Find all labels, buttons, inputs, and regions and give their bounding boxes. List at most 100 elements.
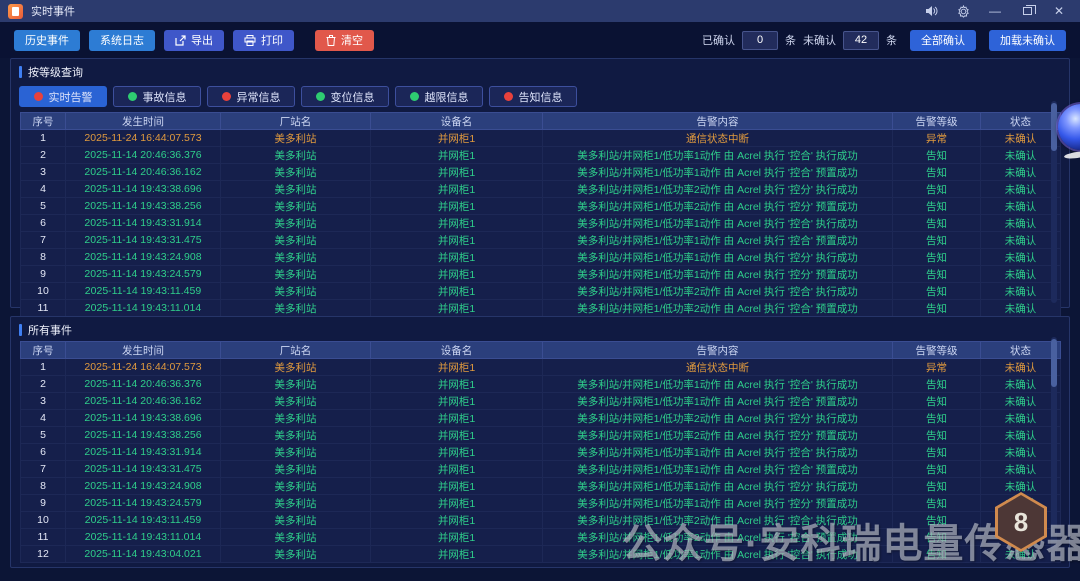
table-row[interactable]: 6 2025-11-14 19:43:31.914 美多利站 并网柜1 美多利站/并网柜… <box>20 214 1061 232</box>
table-row[interactable]: 9 2025-11-14 19:43:24.579 美多利站 并网柜1 美多利站/并网柜… <box>20 494 1061 512</box>
cell-content: 美多利站/并网柜1/低功率2动作 由 Acrel 执行 '控分' 预置成功 <box>542 197 893 215</box>
table-row[interactable]: 7 2025-11-14 19:43:31.475 美多利站 并网柜1 美多利站/并网柜… <box>20 460 1061 478</box>
table-row[interactable]: 6 2025-11-14 19:43:31.914 美多利站 并网柜1 美多利站/并网柜… <box>20 443 1061 461</box>
table-row[interactable]: 5 2025-11-14 19:43:38.256 美多利站 并网柜1 美多利站/并网柜… <box>20 197 1061 215</box>
table-row[interactable]: 9 2025-11-14 19:43:24.579 美多利站 并网柜1 美多利站/并网柜… <box>20 265 1061 283</box>
table-row[interactable]: 3 2025-11-14 20:46:36.162 美多利站 并网柜1 美多利站/并网柜… <box>20 392 1061 410</box>
system-log-button[interactable]: 系统日志 <box>89 29 155 51</box>
close-button[interactable]: ✕ <box>1053 4 1065 18</box>
green-status-dot-icon <box>409 92 419 101</box>
confirm-all-button[interactable]: 全部确认 <box>910 29 976 51</box>
cell-content: 美多利站/并网柜1/低功率1动作 由 Acrel 执行 '控合' 执行成功 <box>542 443 893 461</box>
toolbar: 历史事件 系统日志 导出 打印 清空 已确认 条 未确认 条 全部确认 加载未确… <box>0 22 1080 58</box>
cell-station: 美多利站 <box>220 180 371 198</box>
cell-level: 告知 <box>892 545 981 563</box>
cell-device: 并网柜1 <box>370 197 543 215</box>
history-events-button[interactable]: 历史事件 <box>14 29 80 51</box>
cell-status: 未确认 <box>980 248 1061 266</box>
cell-station: 美多利站 <box>220 358 371 376</box>
filter-button[interactable]: 告知信息 <box>489 86 577 107</box>
cell-status: 未确认 <box>980 545 1061 563</box>
cell-level: 告知 <box>892 375 981 393</box>
cell-time: 2025-11-14 19:43:11.014 <box>65 299 221 317</box>
table-row[interactable]: 5 2025-11-14 19:43:38.256 美多利站 并网柜1 美多利站/并网柜… <box>20 426 1061 444</box>
cell-no: 9 <box>20 494 66 512</box>
volume-icon[interactable] <box>918 2 944 20</box>
cell-device: 并网柜1 <box>370 392 543 410</box>
cell-station: 美多利站 <box>220 545 371 563</box>
unconfirmed-count-input[interactable] <box>843 30 879 50</box>
filter-button[interactable]: 异常信息 <box>207 86 295 107</box>
cell-no: 10 <box>20 511 66 529</box>
table-row[interactable]: 4 2025-11-14 19:43:38.696 美多利站 并网柜1 美多利站/并网柜… <box>20 409 1061 427</box>
cell-station: 美多利站 <box>220 443 371 461</box>
filter-button-label: 异常信息 <box>236 91 281 104</box>
cell-no: 9 <box>20 265 66 283</box>
cell-time: 2025-11-14 19:43:31.475 <box>65 460 221 478</box>
table-row[interactable]: 4 2025-11-14 19:43:38.696 美多利站 并网柜1 美多利站/并网柜… <box>20 180 1061 198</box>
cell-time: 2025-11-14 19:43:38.256 <box>65 197 221 215</box>
filter-button[interactable]: 变位信息 <box>301 86 389 107</box>
table-row[interactable]: 12 2025-11-14 19:43:04.021 美多利站 并网柜1 美多利站/并网… <box>20 545 1061 563</box>
cell-no: 10 <box>20 282 66 300</box>
scrollbar-thumb[interactable] <box>1051 103 1057 151</box>
cell-content: 美多利站/并网柜1/低功率2动作 由 Acrel 执行 '控分' 执行成功 <box>542 180 893 198</box>
scrollbar-track[interactable] <box>1051 337 1057 557</box>
load-unconfirmed-button[interactable]: 加载未确认 <box>989 29 1066 51</box>
column-header-level: 告警等级 <box>892 112 981 130</box>
cell-time: 2025-11-14 19:43:38.696 <box>65 180 221 198</box>
cell-content: 美多利站/并网柜1/低功率2动作 由 Acrel 执行 '控分' 预置成功 <box>542 426 893 444</box>
cell-device: 并网柜1 <box>370 375 543 393</box>
cell-status: 未确认 <box>980 282 1061 300</box>
cell-no: 3 <box>20 392 66 410</box>
table-row[interactable]: 2 2025-11-14 20:46:36.376 美多利站 并网柜1 美多利站/并网柜… <box>20 146 1061 164</box>
cell-level: 告知 <box>892 477 981 495</box>
table-row[interactable]: 11 2025-11-14 19:43:11.014 美多利站 并网柜1 美多利站/并网… <box>20 299 1061 317</box>
cell-level: 告知 <box>892 197 981 215</box>
red-status-dot-icon <box>503 92 513 101</box>
clear-button[interactable]: 清空 <box>315 29 374 51</box>
export-button[interactable]: 导出 <box>164 29 224 51</box>
cell-station: 美多利站 <box>220 197 371 215</box>
cell-device: 并网柜1 <box>370 180 543 198</box>
table-row[interactable]: 1 2025-11-24 16:44:07.573 美多利站 并网柜1 通信状态中断 异常… <box>20 129 1061 147</box>
table-row[interactable]: 11 2025-11-14 19:43:11.014 美多利站 并网柜1 美多利站/并网… <box>20 528 1061 546</box>
table-row[interactable]: 7 2025-11-14 19:43:31.475 美多利站 并网柜1 美多利站/并网柜… <box>20 231 1061 249</box>
cell-status: 未确认 <box>980 163 1061 181</box>
column-header-device: 设备名 <box>370 112 543 130</box>
column-header-status: 状态 <box>980 112 1061 130</box>
cell-level: 告知 <box>892 494 981 512</box>
filter-button[interactable]: 事故信息 <box>113 86 201 107</box>
cell-time: 2025-11-24 16:44:07.573 <box>65 358 221 376</box>
green-status-dot-icon <box>127 92 137 101</box>
table-row[interactable]: 2 2025-11-14 20:46:36.376 美多利站 并网柜1 美多利站/并网柜… <box>20 375 1061 393</box>
cell-station: 美多利站 <box>220 299 371 317</box>
scrollbar-thumb[interactable] <box>1051 339 1057 387</box>
restore-button[interactable] <box>1014 2 1040 20</box>
minimize-button[interactable]: — <box>989 4 1001 18</box>
table-row[interactable]: 1 2025-11-24 16:44:07.573 美多利站 并网柜1 通信状态中断 异常… <box>20 358 1061 376</box>
scrollbar-track[interactable] <box>1051 101 1057 303</box>
settings-gear-icon[interactable] <box>950 2 976 20</box>
cell-device: 并网柜1 <box>370 163 543 181</box>
table-row[interactable]: 8 2025-11-14 19:43:24.908 美多利站 并网柜1 美多利站/并网柜… <box>20 477 1061 495</box>
table-row[interactable]: 10 2025-11-14 19:43:11.459 美多利站 并网柜1 美多利站/并网… <box>20 282 1061 300</box>
floating-assistant-ball[interactable] <box>1058 104 1080 150</box>
cell-time: 2025-11-14 19:43:24.908 <box>65 248 221 266</box>
print-button[interactable]: 打印 <box>233 29 294 51</box>
filter-button[interactable]: 越限信息 <box>395 86 483 107</box>
table-row[interactable]: 8 2025-11-14 19:43:24.908 美多利站 并网柜1 美多利站/并网柜… <box>20 248 1061 266</box>
confirmed-count-input[interactable] <box>742 30 778 50</box>
table-row[interactable]: 3 2025-11-14 20:46:36.162 美多利站 并网柜1 美多利站/并网柜… <box>20 163 1061 181</box>
filter-button-label: 告知信息 <box>518 91 563 104</box>
cell-level: 告知 <box>892 265 981 283</box>
table-row[interactable]: 10 2025-11-14 19:43:11.459 美多利站 并网柜1 美多利站/并网… <box>20 511 1061 529</box>
table-header-row: 序号 发生时间 厂站名 设备名 告警内容 告警等级 状态 <box>20 341 1061 359</box>
cell-time: 2025-11-14 19:43:24.579 <box>65 265 221 283</box>
column-header-time: 发生时间 <box>65 112 221 130</box>
cell-station: 美多利站 <box>220 460 371 478</box>
filter-button[interactable]: 实时告警 <box>19 86 107 107</box>
cell-level: 告知 <box>892 528 981 546</box>
cell-content: 美多利站/并网柜1/低功率1动作 由 Acrel 执行 '控分' 预置成功 <box>542 494 893 512</box>
cell-time: 2025-11-14 20:46:36.162 <box>65 163 221 181</box>
